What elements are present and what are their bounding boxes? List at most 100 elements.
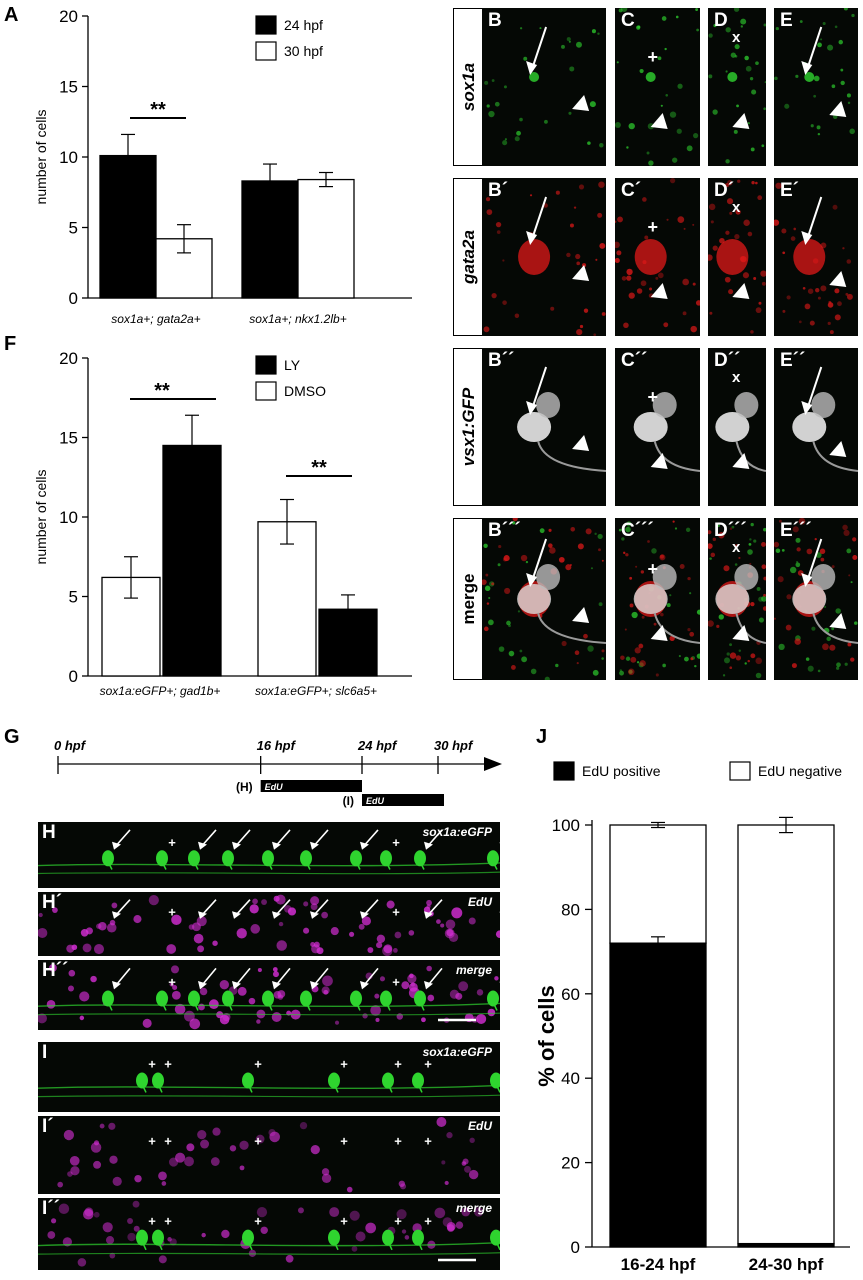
gfp-cell [811, 392, 836, 418]
green-signal [726, 652, 730, 656]
arrow-line [531, 538, 548, 582]
green-signal [506, 620, 511, 626]
edu-nucleus [237, 986, 247, 996]
red-signal [775, 182, 782, 189]
green-signal [713, 24, 717, 28]
red-signal [798, 320, 802, 324]
gfp-cell [633, 584, 668, 614]
arrowhead-marker [650, 113, 668, 129]
red-signal [595, 258, 598, 261]
gfp-axon [653, 612, 700, 644]
red-signal [786, 295, 791, 300]
red-signal [757, 195, 763, 201]
green-signal [811, 626, 816, 631]
edu-nucleus [268, 1128, 276, 1137]
gfp-cell [382, 1072, 394, 1089]
strip-image: +++++++ [57, 1117, 479, 1193]
red-signal [639, 660, 646, 667]
gfp-axon-bundle [38, 1012, 500, 1016]
gfp-process [267, 861, 273, 870]
red-signal [692, 223, 695, 226]
arrow-line [531, 196, 548, 240]
edu-nucleus [494, 976, 499, 981]
strip-h1: + + + EdU H´ [38, 892, 500, 956]
red-signal [575, 253, 581, 260]
green-signal [516, 130, 521, 136]
micrograph-c2: + C´´ [615, 348, 700, 506]
green-signal [725, 159, 730, 164]
green-signal [850, 581, 853, 584]
arrow-line [115, 899, 131, 916]
green-signal [763, 527, 766, 532]
gfp-cell [792, 412, 827, 442]
gfp-cell [412, 1072, 424, 1089]
red-signal [727, 180, 733, 186]
red-signal [735, 655, 742, 661]
row-label-text: vsx1:GFP [459, 387, 478, 467]
edu-nucleus [188, 924, 195, 930]
green-signal [708, 33, 713, 38]
edu-nucleus [275, 894, 286, 905]
panel-label-b1: B´ [488, 180, 509, 201]
green-signal [807, 665, 814, 672]
red-signal [601, 559, 604, 562]
plus-marker: + [392, 904, 400, 919]
red-signal [677, 216, 685, 223]
red-signal [510, 665, 516, 670]
green-signal [740, 18, 747, 25]
green-signal [731, 525, 735, 529]
green-signal [831, 627, 835, 631]
gfp-process [419, 1001, 425, 1011]
plus-marker: + [647, 387, 658, 407]
red-signal [820, 557, 825, 562]
green-signal [486, 104, 490, 108]
red-signal [550, 306, 555, 311]
gfp-cell [262, 990, 274, 1007]
green-signal [598, 602, 603, 607]
chart-j: EdU positive EdU negative 0 20 40 60 80 100 % of… [534, 761, 850, 1274]
edu-nucleus [108, 1122, 116, 1130]
green-signal [502, 140, 508, 146]
green-signal [657, 56, 662, 61]
gfp-cell [536, 564, 561, 590]
green-signal [708, 74, 713, 79]
chart-a-tick-label: 0 [69, 289, 78, 308]
edu-nucleus [250, 924, 261, 934]
timeline-tick-label: 24 hpf [357, 738, 398, 753]
red-signal [623, 322, 629, 329]
edu-nucleus [158, 1171, 167, 1181]
micrograph-image [774, 182, 853, 335]
gfp-cell [242, 1072, 254, 1089]
edu-nucleus [46, 1000, 56, 1009]
green-signal [750, 522, 754, 527]
edu-nucleus [358, 923, 365, 930]
panel-label-d1: D´ [714, 180, 735, 201]
edu-nucleus [222, 1013, 231, 1022]
green-signal [854, 621, 858, 625]
red-signal [763, 576, 766, 581]
red-signal [735, 209, 741, 215]
arrowhead-marker [572, 265, 590, 281]
edu-nucleus [303, 901, 309, 907]
green-signal [525, 560, 529, 564]
green-signal [671, 157, 678, 163]
arrow-head [360, 981, 369, 990]
arrow-head [310, 911, 319, 919]
red-signal [758, 301, 762, 305]
green-signal [851, 13, 855, 18]
edu-nucleus [451, 907, 463, 919]
arrow-head [272, 981, 281, 990]
red-signal [574, 650, 580, 655]
gfp-process [141, 1083, 147, 1093]
red-signal [742, 272, 750, 279]
green-signal [748, 542, 752, 546]
edu-nucleus [310, 896, 320, 906]
green-signal [795, 537, 801, 543]
edu-nucleus [38, 927, 48, 938]
arrow-line [806, 366, 823, 410]
plus-marker: + [394, 1213, 402, 1228]
edu-nucleus [278, 921, 284, 927]
panel-label-b2: B´´ [488, 350, 515, 371]
chart-a-bar [241, 180, 299, 299]
gfp-cell [382, 1229, 394, 1246]
